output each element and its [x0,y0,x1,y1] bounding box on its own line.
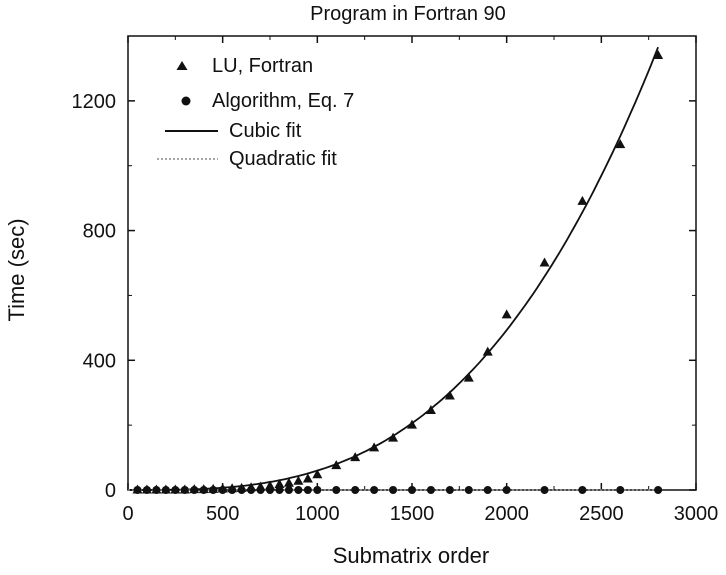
lu-fortran-point [265,480,275,490]
lu-fortran-point [501,309,512,319]
legend-item-algorithm-eq7: Algorithm, Eq. 7 [181,90,354,112]
algorithm-point [483,486,492,494]
legend-item-cubic-fit: Cubic fit [165,120,302,142]
lu-fortran-point [463,372,474,382]
lu-fortran-point [217,483,228,493]
algorithm-point [275,486,284,494]
lu-fortran-point [141,484,152,494]
lu-fortran-point [198,484,209,494]
algorithm-point [389,486,398,494]
lu-fortran-point [331,460,342,470]
algorithm-point [351,486,360,494]
algorithm-point [540,486,549,494]
x-tick-label: 1500 [390,503,435,525]
lu-fortran-point [151,484,162,494]
y-tick-label: 1200 [72,91,117,113]
lu-fortran-point [407,419,417,429]
x-tick-label: 2000 [484,503,529,525]
y-tick-label: 400 [83,350,116,372]
fit-lines [128,46,659,491]
lu-fortran-point [236,482,247,492]
legend-label-algorithm-eq7: Algorithm, Eq. 7 [212,90,354,112]
lu-fortran-point [227,483,238,493]
y-tick-label: 800 [83,221,116,243]
x-tick-label: 1000 [295,503,340,525]
y-ticks: 0 400 800 1200 [72,91,696,502]
legend-circle-marker [181,96,191,106]
legend-triangle-marker [176,61,188,70]
algorithm-point [464,486,473,494]
algorithm-point [370,486,379,494]
lu-fortran-point [208,483,219,493]
algorithm-point [332,486,341,494]
legend: LU, Fortran Algorithm, Eq. 7 Cubic fit Q… [157,55,354,170]
algorithm-point [502,486,511,494]
lu-fortran-point [170,484,181,494]
legend-label-lu-fortran: LU, Fortran [212,55,313,77]
lu-fortran-point [425,405,436,415]
algorithm-point [616,486,625,494]
y-tick-label: 0 [105,480,116,502]
algorithm-point [578,486,587,494]
legend-label-cubic-fit: Cubic fit [229,120,302,142]
lu-fortran-point [132,484,143,494]
algorithm-point [313,486,322,494]
algorithm-point [426,486,435,494]
lu-fortran-point [293,475,304,485]
lu-fortran-point [369,442,380,452]
x-tick-label: 3000 [674,503,719,525]
legend-item-quadratic-fit: Quadratic fit [157,148,337,170]
y-axis-label: Time (sec) [4,218,29,321]
x-tick-label: 0 [122,503,133,525]
algorithm-point [445,486,454,494]
algorithm-point [408,486,416,494]
lu-fortran-point [615,139,626,149]
chart-title: Program in Fortran 90 [310,3,506,25]
lu-fortran-point [283,477,294,487]
algorithm-point [654,486,663,494]
lu-fortran-point [350,452,361,462]
legend-label-quadratic-fit: Quadratic fit [229,148,337,170]
algorithm-point [294,486,303,494]
lu-fortran-point [255,481,266,491]
lu-fortran-point [444,390,455,400]
legend-item-lu-fortran: LU, Fortran [176,55,313,77]
lu-fortran-point [189,484,200,494]
lu-fortran-point [482,346,493,356]
lu-fortran-point [246,482,257,492]
lu-fortran-point [274,478,285,488]
algorithm-point [303,486,312,494]
lu-fortran-point [653,49,664,59]
lu-fortran-point [312,469,323,479]
lu-fortran-point [160,484,171,494]
x-tick-label: 2500 [579,503,624,525]
algorithm-point [284,486,293,494]
lu-fortran-point [388,432,399,442]
data-points [132,49,664,494]
lu-fortran-point [302,473,313,483]
x-ticks: 0 500 1000 1500 2000 2500 3000 [122,36,718,525]
cubic-fit-line [128,46,659,491]
x-tick-label: 500 [206,503,239,525]
lu-fortran-point [539,257,550,267]
lu-fortran-point [179,484,190,494]
lu-fortran-point [577,195,588,205]
x-axis-label: Submatrix order [333,543,490,568]
